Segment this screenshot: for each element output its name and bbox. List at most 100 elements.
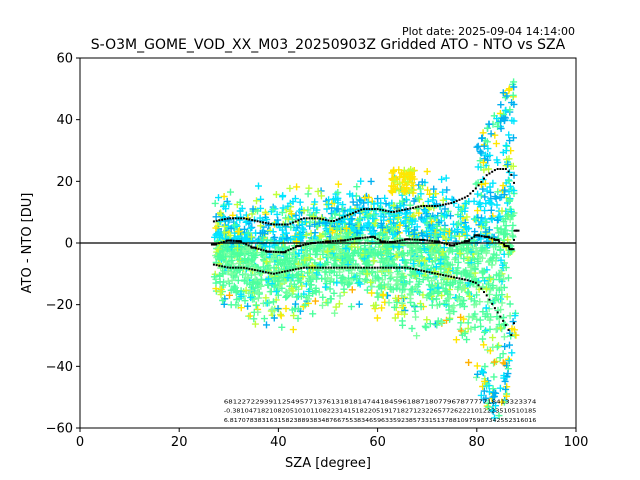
scatter-point [349, 192, 356, 200]
scatter-point [382, 242, 390, 250]
mean-line-segment [443, 242, 446, 245]
mean-line-segment [274, 250, 277, 253]
scatter-point [370, 257, 378, 265]
scatter-point [446, 315, 454, 323]
lower-std-dot [330, 266, 333, 269]
mean-line-segment [374, 236, 377, 239]
scatter-point [442, 174, 450, 182]
scatter-point [412, 313, 420, 321]
lower-std-dot [343, 266, 346, 269]
scatter-point [292, 283, 300, 291]
scatter-point [270, 264, 278, 272]
scatter-point [471, 323, 479, 331]
scatter-point [418, 178, 426, 186]
scatter-point [456, 249, 464, 257]
lower-std-dot [379, 266, 382, 269]
scatter-point [274, 267, 282, 275]
scatter-point [438, 319, 446, 326]
mean-line-segment [431, 239, 434, 242]
scatter-point [324, 274, 332, 282]
scatter-point [410, 230, 418, 238]
mean-line-segment [475, 234, 478, 237]
scatter-point [481, 328, 488, 336]
upper-std-dot [417, 205, 420, 208]
scatter-point [491, 358, 498, 366]
scatter-point [319, 301, 326, 309]
scatter-point [484, 124, 491, 132]
lower-std-dot [472, 280, 475, 283]
lower-std-dot [240, 266, 243, 269]
scatter-point [300, 226, 308, 234]
mean-line-segment [269, 250, 272, 253]
scatter-point [476, 253, 484, 261]
scatter-point [411, 270, 419, 278]
lower-std-dot [433, 272, 436, 275]
scatter-point [480, 267, 488, 275]
scatter-point [423, 219, 431, 227]
scatter-point [487, 206, 495, 214]
scatter-point [263, 258, 271, 265]
scatter-point [228, 276, 236, 284]
scatter-point [302, 250, 310, 258]
scatter-point [442, 281, 450, 289]
scatter-point [402, 206, 410, 214]
scatter-point [500, 284, 508, 291]
scatter-point [224, 244, 232, 252]
scatter-point [255, 182, 262, 190]
lower-std-dot [493, 307, 496, 310]
mean-line-segment [483, 235, 486, 238]
scatter-point [452, 254, 460, 262]
scatter-point [324, 299, 332, 307]
scatter-point [282, 268, 290, 276]
scatter-point [498, 398, 506, 406]
scatter-point [228, 256, 236, 264]
scatter-point [501, 377, 509, 385]
scatter-point [221, 223, 228, 231]
mean-line-segment [225, 240, 228, 243]
scatter-point [345, 220, 353, 228]
scatter-point [492, 291, 500, 299]
scatter-point [330, 289, 338, 297]
lower-std-dot [417, 268, 420, 271]
lower-std-dot [322, 266, 325, 269]
scatter-point [363, 270, 371, 278]
mean-line-segment [292, 247, 295, 250]
scatter-point [308, 271, 316, 279]
scatter-point [409, 260, 417, 268]
upper-std-dot [376, 208, 379, 211]
scatter-point [452, 269, 460, 276]
scatter-point [509, 221, 517, 229]
lower-std-dot [223, 265, 226, 268]
scatter-point [347, 216, 354, 224]
scatter-point [296, 198, 304, 206]
upper-std-dot [240, 217, 243, 220]
mean-line-segment [215, 242, 218, 245]
scatter-point [441, 288, 449, 296]
mean-line-segment [411, 238, 414, 241]
upper-std-dot [493, 169, 496, 172]
scatter-point [408, 325, 416, 332]
scatter-point [387, 285, 395, 293]
scatter-point [255, 290, 263, 298]
scatter-point [440, 244, 448, 252]
scatter-point [498, 299, 506, 307]
scatter-point [426, 320, 434, 328]
scatter-point [348, 286, 356, 294]
scatter-point [481, 312, 489, 320]
scatter-point [309, 290, 317, 297]
upper-std-dot [341, 216, 344, 219]
mean-line-segment [314, 241, 317, 244]
mean-line-segment [384, 240, 387, 243]
scatter-point [477, 149, 485, 157]
lower-std-dot [491, 302, 494, 305]
scatter-point [408, 217, 416, 225]
mean-line-segment [488, 236, 491, 239]
lower-std-dot [401, 266, 404, 269]
scatter-point [462, 272, 470, 280]
mean-line-segment [406, 238, 409, 241]
x-tick-label: 100 [564, 435, 589, 450]
scatter-point [500, 275, 508, 283]
upper-std-dot [513, 181, 515, 184]
y-tick-label: −60 [46, 422, 73, 437]
